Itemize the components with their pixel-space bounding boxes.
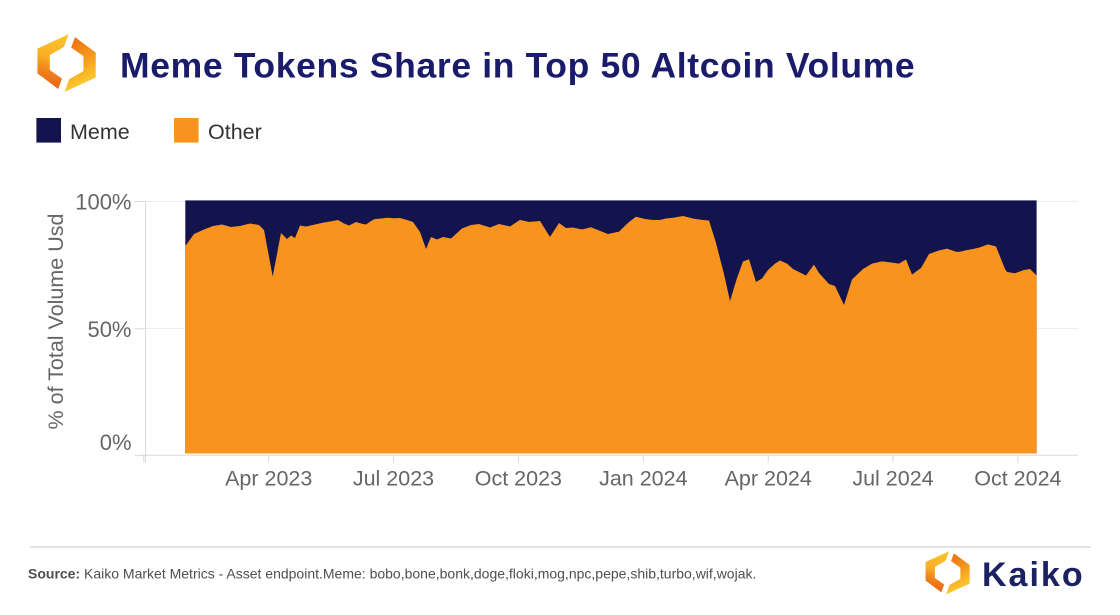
svg-text:Other: Other (208, 120, 262, 144)
svg-text:Meme Tokens Share in Top 50 Al: Meme Tokens Share in Top 50 Altcoin Volu… (120, 46, 915, 86)
svg-text:Source: Kaiko Market Metrics -: Source: Kaiko Market Metrics - Asset end… (28, 566, 756, 582)
svg-text:Apr 2023: Apr 2023 (225, 467, 312, 491)
svg-text:Jan 2024: Jan 2024 (599, 467, 688, 491)
svg-text:0%: 0% (100, 430, 132, 455)
svg-text:Meme: Meme (70, 120, 130, 144)
svg-text:100%: 100% (75, 189, 131, 214)
svg-text:Kaiko: Kaiko (982, 556, 1085, 594)
svg-text:Oct 2023: Oct 2023 (475, 467, 562, 491)
svg-text:Apr 2024: Apr 2024 (725, 467, 812, 491)
svg-text:% of Total Volume Usd: % of Total Volume Usd (44, 214, 68, 430)
svg-text:50%: 50% (87, 317, 131, 342)
svg-text:Jul 2024: Jul 2024 (852, 467, 933, 491)
svg-text:Oct 2024: Oct 2024 (974, 467, 1061, 491)
svg-text:Jul 2023: Jul 2023 (353, 467, 434, 491)
